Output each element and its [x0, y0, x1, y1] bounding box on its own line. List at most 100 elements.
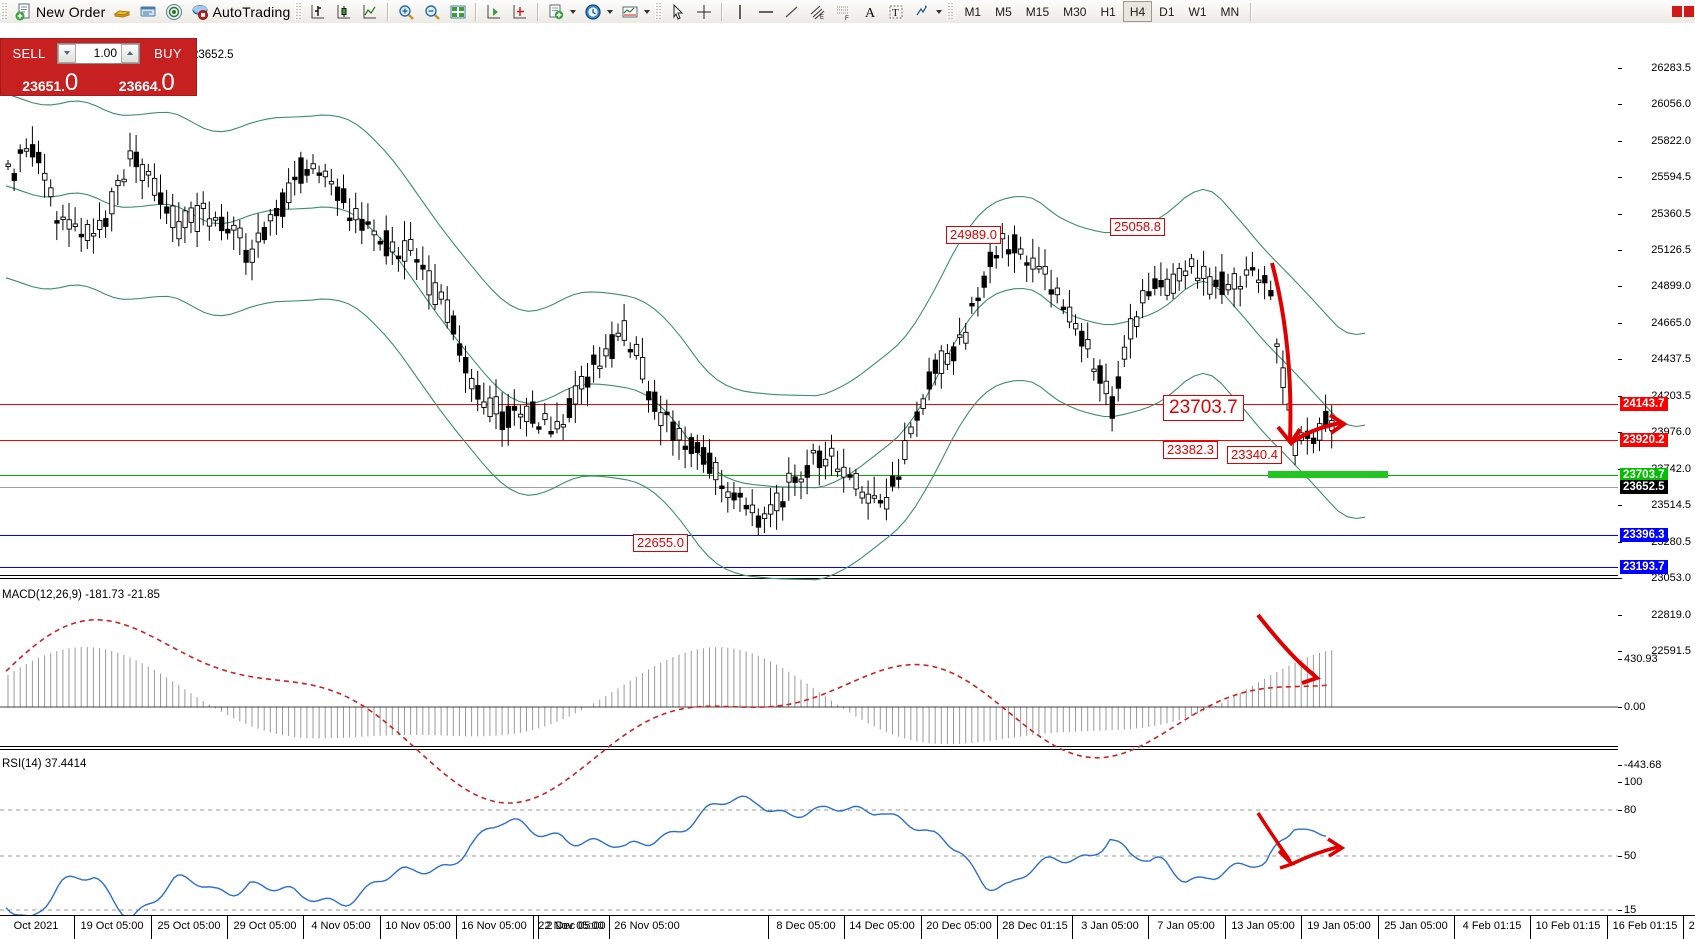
- candlestick-chart-button[interactable]: [331, 1, 357, 22]
- indicator-tick: [1618, 910, 1622, 911]
- indicator-tick: [1618, 856, 1622, 857]
- lot-size-stepper[interactable]: 1.00: [57, 42, 140, 64]
- price-badge[interactable]: 23920.2: [1620, 433, 1668, 447]
- lot-decrease-button[interactable]: [58, 43, 76, 63]
- indicators-button[interactable]: [543, 1, 580, 22]
- line-chart-button[interactable]: [357, 1, 383, 22]
- timeframe-w1[interactable]: W1: [1188, 4, 1207, 19]
- chart-price-tag[interactable]: 22655.0: [633, 534, 688, 552]
- crosshair-tool-button[interactable]: [691, 1, 717, 22]
- chart-price-tag[interactable]: 23703.7: [1163, 395, 1244, 421]
- horizontal-line-tool-button[interactable]: [753, 1, 779, 22]
- one-click-row-controls: SELL 1.00 BUY: [1, 39, 196, 65]
- toolbar-grip-2[interactable]: [295, 3, 303, 20]
- one-click-trading-panel[interactable]: SELL 1.00 BUY 23651 . 0 23664 . 0: [0, 38, 197, 96]
- time-tick-separator: [456, 916, 457, 939]
- price-badge[interactable]: 23652.5: [1620, 480, 1668, 494]
- indicator-tick-label: 80: [1624, 804, 1637, 816]
- price-tick-label: 25822.0: [1651, 135, 1691, 147]
- period-button[interactable]: [580, 1, 617, 22]
- price-tick-label: 23053.0: [1651, 572, 1691, 584]
- close-icon[interactable]: [1672, 6, 1682, 17]
- trendline-tool-button[interactable]: [779, 1, 805, 22]
- line-chart-icon: [361, 3, 379, 21]
- templates-dropdown-caret[interactable]: [644, 9, 651, 14]
- navigator-button[interactable]: [161, 1, 187, 22]
- signal-icon: [165, 3, 183, 21]
- price-badge[interactable]: 24143.7: [1620, 397, 1668, 411]
- text-tool-button[interactable]: A: [857, 1, 883, 22]
- chart-canvas[interactable]: HK50-,H4 23688.0 23738.5 23623.5 23652.5: [0, 23, 1619, 915]
- window-controls[interactable]: [1671, 0, 1695, 23]
- chart-price-tag[interactable]: 25058.8: [1110, 218, 1165, 236]
- arrows-dropdown-caret[interactable]: [936, 9, 943, 14]
- text-label-tool-button[interactable]: T: [883, 1, 909, 22]
- cursor-tool-button[interactable]: [665, 1, 691, 22]
- timeframe-mn[interactable]: MN: [1220, 4, 1240, 19]
- template-icon: [621, 3, 639, 21]
- sell-price[interactable]: 23651 . 0: [3, 67, 98, 95]
- timeframe-m5[interactable]: M5: [995, 4, 1012, 19]
- time-tick-separator: [609, 916, 610, 939]
- time-tick-label: 25 Jan 05:00: [1384, 920, 1448, 932]
- market-watch-button[interactable]: [109, 1, 135, 22]
- indicators-dropdown-caret[interactable]: [570, 9, 577, 14]
- new-order-button[interactable]: New Order: [11, 1, 109, 22]
- buy-price[interactable]: 23664 . 0: [99, 67, 194, 95]
- price-tick: [1618, 396, 1622, 397]
- data-window-button[interactable]: [135, 1, 161, 22]
- zoom-in-button[interactable]: [393, 1, 419, 22]
- price-tick-label: 25594.5: [1651, 171, 1691, 183]
- toolbar-grip-3[interactable]: [655, 3, 663, 20]
- chart-price-tag[interactable]: 23340.4: [1227, 446, 1282, 464]
- price-badge[interactable]: 23703.7: [1620, 468, 1668, 482]
- time-tick-label: 4 Nov 05:00: [311, 920, 371, 932]
- one-click-prices: 23651 . 0 23664 . 0: [1, 67, 196, 97]
- period-dropdown-caret[interactable]: [607, 9, 614, 14]
- vertical-line-tool-button[interactable]: [727, 1, 753, 22]
- templates-button[interactable]: [617, 1, 654, 22]
- autoscroll-button[interactable]: [507, 1, 533, 22]
- time-tick-label: 10 Feb 01:15: [1535, 920, 1601, 932]
- timeframe-d1[interactable]: D1: [1159, 4, 1175, 19]
- lot-size-input[interactable]: 1.00: [93, 46, 117, 60]
- buy-price-dot: .: [157, 79, 162, 94]
- equidistant-channel-button[interactable]: E: [805, 1, 831, 22]
- toolbar-grip[interactable]: [1, 3, 8, 20]
- zoom-out-button[interactable]: [419, 1, 445, 22]
- price-badge[interactable]: 23193.7: [1620, 560, 1668, 574]
- timeframe-m30[interactable]: M30: [1063, 4, 1087, 19]
- time-tick-label: 22 Nov 05:00: [538, 920, 604, 932]
- fibonacci-tool-button[interactable]: F: [831, 1, 857, 22]
- close-all-icon[interactable]: [1684, 6, 1694, 17]
- autotrading-button[interactable]: AutoTrading: [187, 1, 294, 22]
- rsi-indicator-label: RSI(14) 37.4414: [2, 758, 87, 770]
- green-highlight-marker: [1268, 471, 1388, 478]
- crosshair-icon: [695, 3, 713, 21]
- drawn-arrow-macd: [1256, 613, 1321, 685]
- timeframe-h4[interactable]: H4: [1122, 1, 1153, 22]
- toolbar-grip-4[interactable]: [947, 3, 955, 20]
- price-axis[interactable]: 26283.5 26056.0 25822.0 25594.5 25360.5 25126…: [1618, 23, 1695, 939]
- tile-windows-button[interactable]: [445, 1, 471, 22]
- time-axis[interactable]: Oct 2021 19 Oct 05:00 25 Oct 05:00 29 Oct 0…: [0, 915, 1695, 939]
- arrows-icon: [913, 3, 931, 21]
- arrows-tool-button[interactable]: [909, 1, 946, 22]
- sell-button[interactable]: SELL: [12, 45, 46, 61]
- timeframe-m15[interactable]: M15: [1025, 4, 1050, 19]
- price-badge[interactable]: 23396.3: [1620, 528, 1668, 542]
- timeframe-h1[interactable]: H1: [1100, 4, 1116, 19]
- lot-increase-button[interactable]: [121, 43, 139, 63]
- chart-price-tag[interactable]: 23382.3: [1163, 441, 1218, 459]
- buy-button[interactable]: BUY: [154, 45, 182, 61]
- time-tick-label: Oct 2021: [13, 920, 59, 932]
- time-tick-separator: [1454, 916, 1455, 939]
- shift-end-button[interactable]: [481, 1, 507, 22]
- time-tick-label: 16 Nov 05:00: [461, 920, 527, 932]
- timeframe-m1[interactable]: M1: [964, 4, 982, 19]
- bar-chart-button[interactable]: [305, 1, 331, 22]
- add-indicator-icon: [547, 3, 565, 21]
- chart-price-tag[interactable]: 24989.0: [946, 226, 1001, 244]
- time-tick-separator: [533, 916, 534, 939]
- indicator-tick: [1618, 810, 1622, 811]
